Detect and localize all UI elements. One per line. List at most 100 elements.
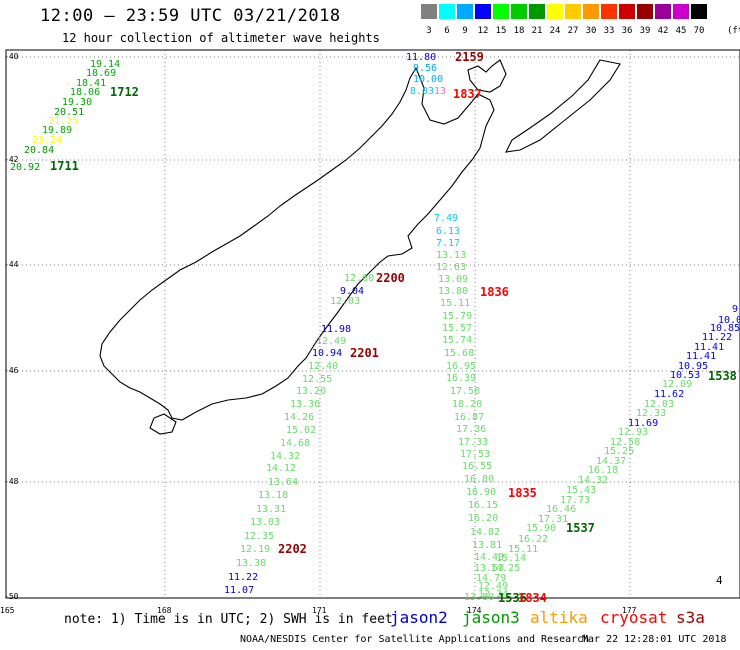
- pass-time-label: 2159: [455, 50, 484, 64]
- pass-time-label: 1834: [518, 591, 547, 605]
- east-swh-label: 13.53: [474, 563, 504, 574]
- se-swh-label: 10.85: [710, 323, 740, 334]
- center-swh-label: 12.35: [244, 531, 274, 542]
- legend-swatch: [475, 4, 491, 19]
- lat-label: -50: [4, 592, 19, 601]
- center-swh-label: 13.31: [256, 504, 286, 515]
- legend-swatch: [547, 4, 563, 19]
- lat-label: -46: [4, 366, 19, 375]
- east-track: 7.49 6.13 7.17 13.13 12.63 13.09 13.80 1…: [434, 213, 508, 603]
- east-swh-label: 15.11: [440, 298, 470, 309]
- legend-label: 18: [513, 26, 525, 36]
- nw-swh-label: 19.30: [62, 97, 92, 108]
- center-swh-label: 13.38: [236, 558, 266, 569]
- se-swh-label: 10.0: [718, 315, 740, 326]
- center-track: 12.60 9.04 12.03 11.98 12.49 10.94 12.40…: [224, 273, 374, 596]
- center-swh-label: 14.32: [270, 451, 300, 462]
- se-swh-label: 12.09: [662, 379, 692, 390]
- center-swh-label: 12.19: [240, 544, 270, 555]
- east-swh-label: 17.53: [460, 449, 490, 460]
- center-swh-label: 13.20: [296, 386, 326, 397]
- pass-time-label: 2201: [350, 346, 379, 360]
- map-frame: [5, 49, 740, 599]
- se-swh-label: 9: [732, 304, 738, 315]
- south-island-coastline: [99, 59, 621, 435]
- east-swh-label: 15.74: [442, 335, 472, 346]
- nw-swh-label: 20.51: [54, 107, 84, 118]
- center-swh-label: 11.07: [224, 585, 254, 596]
- lon-label: 174: [467, 606, 482, 615]
- lat-label: -44: [4, 260, 19, 269]
- se-swh-label: 15.43: [566, 485, 596, 496]
- nw-swh-label: 19.89: [42, 125, 72, 136]
- pass-time-label: 2202: [278, 542, 307, 556]
- east-swh-label: 13.09: [438, 274, 468, 285]
- east-swh-label: 18.20: [452, 399, 482, 410]
- center-swh-label: 12.40: [308, 361, 338, 372]
- center-swh-label: 10.94: [312, 348, 342, 359]
- center-swh-label: 13.36: [290, 399, 320, 410]
- lon-label: 165: [0, 606, 15, 615]
- center-swh-label: 13.18: [258, 490, 288, 501]
- page-title: 12:00 – 23:59 UTC 03/21/2018: [40, 6, 341, 26]
- center-swh-label: 13.03: [250, 517, 280, 528]
- nw-swh-label: 23.24: [32, 135, 62, 146]
- legend-label: 6: [444, 26, 450, 36]
- legend-swatch: [601, 4, 617, 19]
- east-swh-label: 13.80: [438, 286, 468, 297]
- legend-label: 33: [603, 26, 615, 36]
- east-swh-label: 12.34: [478, 589, 508, 600]
- east-swh-label: 16.90: [466, 487, 496, 498]
- se-swh-label: 14.37: [596, 456, 626, 467]
- center-swh-label: 11.22: [228, 572, 258, 583]
- east-swh-label: 15.68: [444, 348, 474, 359]
- legend-label: 70: [693, 26, 705, 36]
- lat-label: -40: [4, 52, 19, 61]
- legend-label: 27: [567, 26, 579, 36]
- legend-satellite-cryosat: cryosat: [600, 608, 668, 627]
- legend-swatch: [619, 4, 635, 19]
- legend-label: 9: [462, 26, 468, 36]
- legend-label: 30: [585, 26, 597, 36]
- legend-label: 15: [495, 26, 507, 36]
- center-swh-label: 14.12: [266, 463, 296, 474]
- east-swh-label: 12.63: [436, 262, 466, 273]
- legend-swatch: [655, 4, 671, 19]
- center-swh-label: 12.55: [302, 374, 332, 385]
- legend-swatch: [457, 4, 473, 19]
- legend-swatch: [493, 4, 509, 19]
- center-swh-label: 14.68: [280, 438, 310, 449]
- se-swh-label: 14.32: [578, 475, 608, 486]
- center-swh-label: 9.04: [340, 286, 364, 297]
- pass-time-label: 1537: [566, 521, 595, 535]
- legend-satellite-jason2: jason2: [390, 608, 448, 627]
- lon-label: 168: [157, 606, 172, 615]
- east-swh-label: 16.20: [468, 513, 498, 524]
- pass-time-label: 1711: [50, 159, 79, 173]
- center-swh-label: 12.49: [316, 336, 346, 347]
- legend-swatch: [691, 4, 707, 19]
- east-swh-label: 14.82: [470, 527, 500, 538]
- east-swh-label: 17.36: [456, 424, 486, 435]
- lon-label: 171: [312, 606, 327, 615]
- legend-satellite-s3a: s3a: [676, 608, 705, 627]
- north-swh-label: 8.03: [410, 86, 434, 97]
- north-swh-label: 11.80: [406, 52, 436, 63]
- north-swh-label: 9.56: [413, 63, 437, 74]
- east-swh-label: 16.39: [446, 373, 476, 384]
- legend-label: 42: [657, 26, 669, 36]
- center-swh-label: 15.02: [286, 425, 316, 436]
- east-swh-label: 16.55: [462, 461, 492, 472]
- se-swh-label: 17.73: [560, 495, 590, 506]
- graticule: [6, 50, 740, 598]
- nw-swh-label: 20.84: [24, 145, 54, 156]
- legend-swatch: [673, 4, 689, 19]
- pass-time-label: 1837: [453, 87, 482, 101]
- se-swh-label: 16.18: [588, 465, 618, 476]
- east-swh-label: 12.49: [478, 581, 508, 592]
- se-swh-label: 10.53: [670, 370, 700, 381]
- southeast-track: 9 10.0 10.85 11.22 11.41 11.41 10.95 10.…: [490, 304, 740, 574]
- page-subtitle: 12 hour collection of altimeter wave hei…: [62, 31, 380, 45]
- pass-time-label: 1538: [708, 369, 737, 383]
